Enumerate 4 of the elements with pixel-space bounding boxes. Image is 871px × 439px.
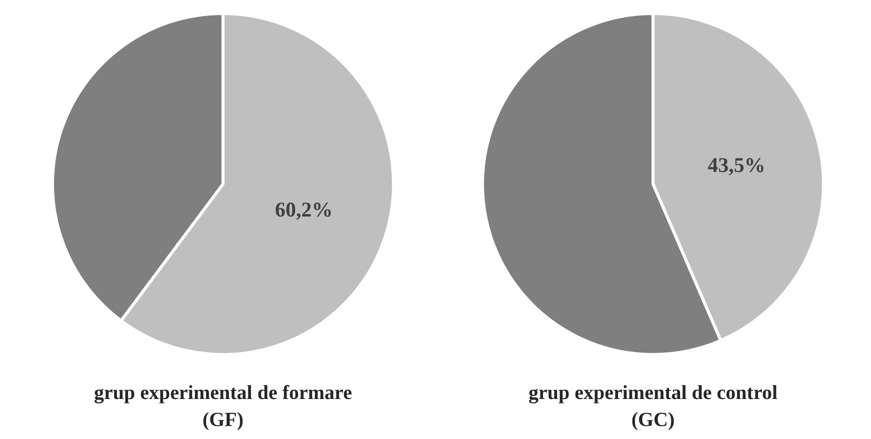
text: grup experimental de control (GC) — [528, 381, 778, 433]
data-label: 43,5% — [708, 153, 766, 178]
text: grup experimental de formare (GF) — [94, 381, 352, 433]
data-label: 60,2% — [275, 197, 333, 222]
